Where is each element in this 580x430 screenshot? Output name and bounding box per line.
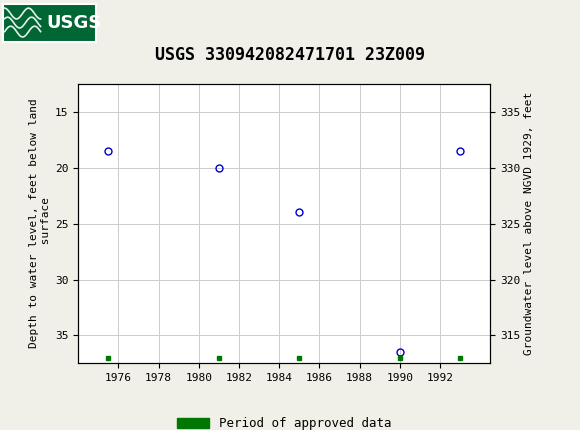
Text: USGS 330942082471701 23Z009: USGS 330942082471701 23Z009 [155, 46, 425, 64]
Y-axis label: Depth to water level, feet below land
 surface: Depth to water level, feet below land su… [30, 99, 51, 348]
FancyBboxPatch shape [3, 3, 96, 42]
Y-axis label: Groundwater level above NGVD 1929, feet: Groundwater level above NGVD 1929, feet [524, 92, 534, 355]
Text: USGS: USGS [46, 14, 102, 31]
Legend: Period of approved data: Period of approved data [172, 412, 396, 430]
